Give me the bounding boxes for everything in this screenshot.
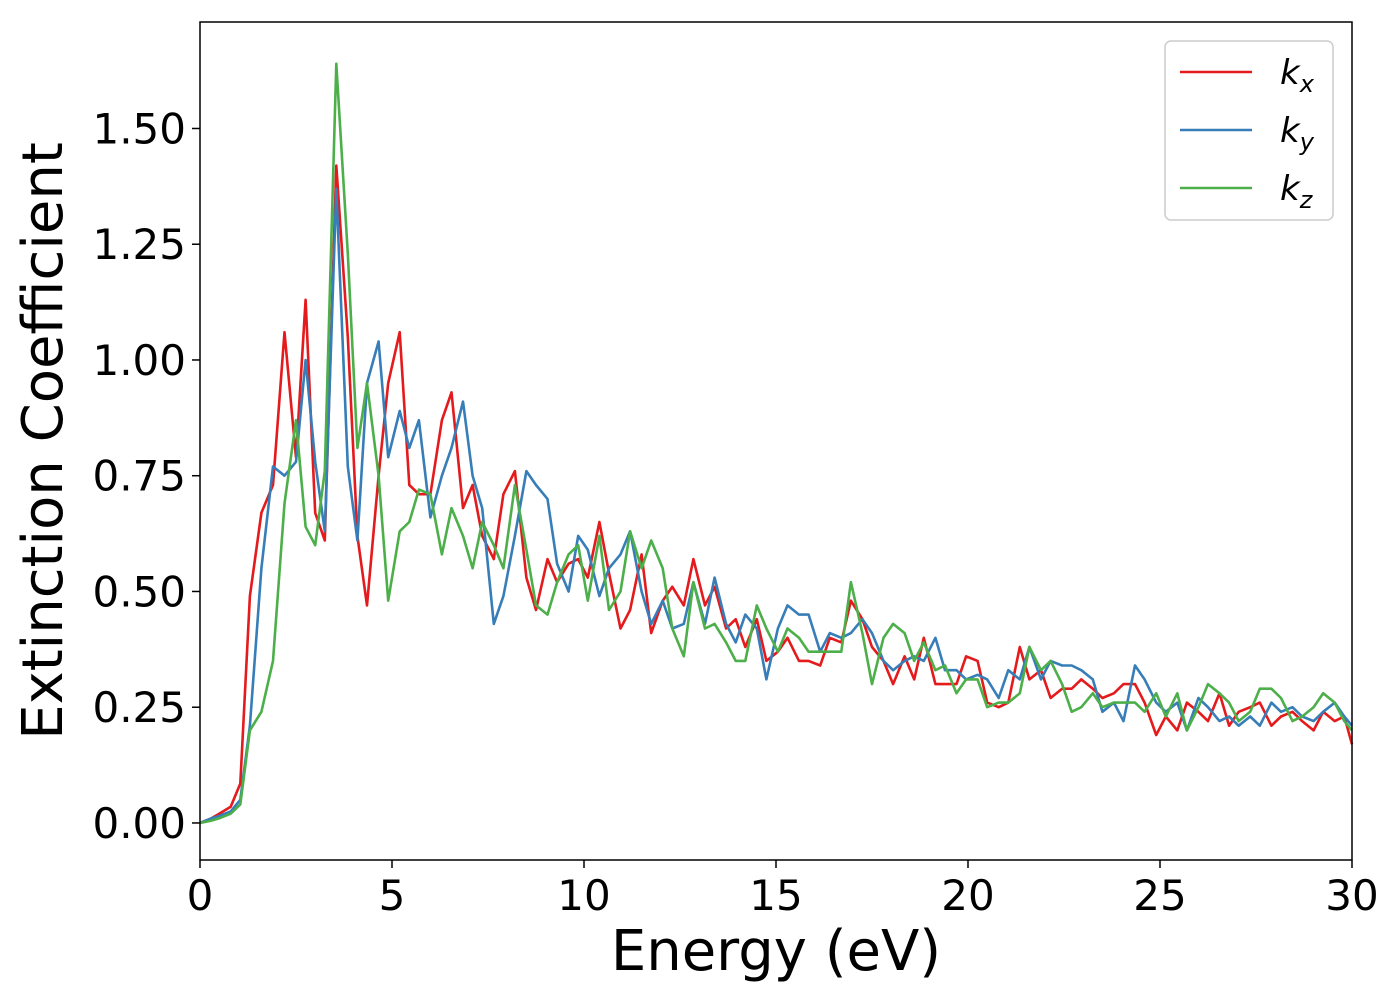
x-tick-label: 15 [749,871,802,920]
y-tick-label: 0.00 [92,799,186,848]
plot-lines [199,62,1354,825]
y-tick-label: 0.50 [92,567,186,616]
x-tick-label: 10 [557,871,610,920]
x-tick-label: 30 [1325,871,1378,920]
x-tick-label: 0 [187,871,214,920]
series-line-k-z [199,62,1354,825]
x-tick-label: 5 [379,871,406,920]
series-line-k-x [199,164,1354,825]
y-tick-label: 1.00 [92,336,186,385]
y-tick-label: 0.75 [92,452,186,501]
y-tick-label: 1.25 [92,220,186,269]
x-tick-label: 25 [1133,871,1186,920]
legend-label-k-z: kz [1280,169,1314,214]
y-axis-label: Extinction Coefficient [11,142,76,740]
y-tick-label: 0.25 [92,683,186,732]
y-axis-ticks: 0.00 0.25 0.50 0.75 1.00 1.25 1.50 [92,104,200,848]
y-tick-label: 1.50 [92,104,186,153]
x-axis-label: Energy (eV) [611,919,941,984]
x-axis-ticks: 0 5 10 15 20 25 30 [187,860,1379,920]
x-tick-label: 20 [941,871,994,920]
